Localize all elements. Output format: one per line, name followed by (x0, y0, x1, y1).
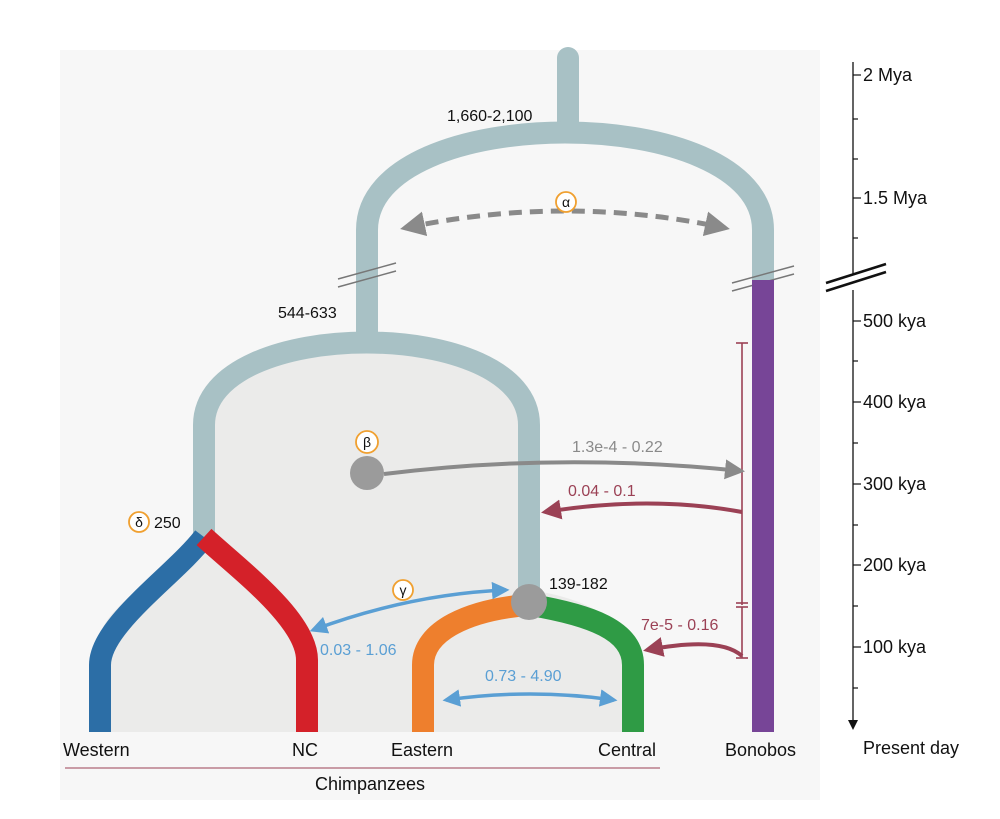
bonobo-to-ancestor-label: 0.04 - 0.1 (568, 483, 636, 500)
nc-branch (196, 528, 318, 732)
central-label: Central (598, 740, 656, 760)
time-axis-break-1 (825, 262, 887, 285)
eastern-central-label: 0.73 - 4.90 (485, 668, 562, 685)
central-branch (529, 594, 644, 732)
root-arch (356, 121, 774, 311)
tick-label-400kya: 400 kya (863, 392, 927, 412)
bonobo-to-ancestor-arrow (541, 499, 743, 520)
eastern-central-migration-arrow (442, 689, 618, 707)
western-label: Western (63, 740, 130, 760)
tick-label-300kya: 300 kya (863, 474, 927, 494)
tick-label-1.5mya: 1.5 Mya (863, 188, 928, 208)
time-axis-arrowhead (848, 720, 858, 730)
root-time-label: 1,660-2,100 (447, 108, 533, 125)
divergence-labels: 1,660-2,100 544-633 250 139-182 (154, 108, 608, 593)
gamma-node (511, 584, 547, 620)
western-nc-time-label: 250 (154, 515, 181, 532)
ancestral-branches (193, 47, 774, 611)
bonobo-to-eastern-central-arrow (643, 637, 744, 658)
alpha-marker-label: α (562, 194, 570, 210)
delta-marker: δ (128, 511, 150, 533)
gamma-to-nc-label: 0.03 - 1.06 (320, 642, 397, 659)
time-axis-major-ticks (853, 74, 861, 648)
beta-marker: β (355, 430, 379, 454)
eastern-central-time-label: 139-182 (549, 576, 608, 593)
nc-label: NC (292, 740, 318, 760)
tick-label-500kya: 500 kya (863, 311, 927, 331)
present-day-label: Present day (863, 738, 959, 758)
eastern-label: Eastern (391, 740, 453, 760)
time-axis-minor-ticks (853, 118, 858, 689)
migration-labels: 1.3e-4 - 0.22 0.04 - 0.1 7e-5 - 0.16 0.0… (320, 439, 718, 685)
beta-to-bonobo-label: 1.3e-4 - 0.22 (572, 439, 663, 456)
delta-marker-label: δ (135, 514, 143, 530)
western-branch (89, 530, 213, 732)
time-axis: 2 Mya 1.5 Mya 500 kya 400 kya 300 kya 20… (825, 62, 959, 758)
leaf-labels: Western NC Eastern Central Bonobos (63, 740, 796, 760)
gamma-migration-arrow (309, 581, 510, 634)
alpha-marker: α (555, 191, 577, 213)
gamma-marker-label: γ (400, 582, 407, 598)
bonobo-to-eastern-central-label: 7e-5 - 0.16 (641, 617, 718, 634)
bonobos-branch (752, 280, 774, 732)
time-axis-tick-labels: 2 Mya 1.5 Mya 500 kya 400 kya 300 kya 20… (863, 65, 928, 657)
chimpanzee-area (100, 346, 633, 732)
beta-node (350, 456, 384, 490)
chimpanzees-label: Chimpanzees (315, 774, 425, 794)
tick-label-200kya: 200 kya (863, 555, 927, 575)
tick-label-2mya: 2 Mya (863, 65, 913, 85)
beta-migration-arrow (383, 459, 745, 480)
gamma-marker: γ (392, 579, 414, 601)
beta-marker-label: β (363, 434, 371, 450)
alpha-migration-arrow (400, 208, 730, 237)
chimp-arch (193, 331, 540, 611)
time-axis-break-2 (825, 270, 887, 293)
bonobos-label: Bonobos (725, 740, 796, 760)
chimp-time-label: 544-633 (278, 305, 337, 322)
tick-label-100kya: 100 kya (863, 637, 927, 657)
